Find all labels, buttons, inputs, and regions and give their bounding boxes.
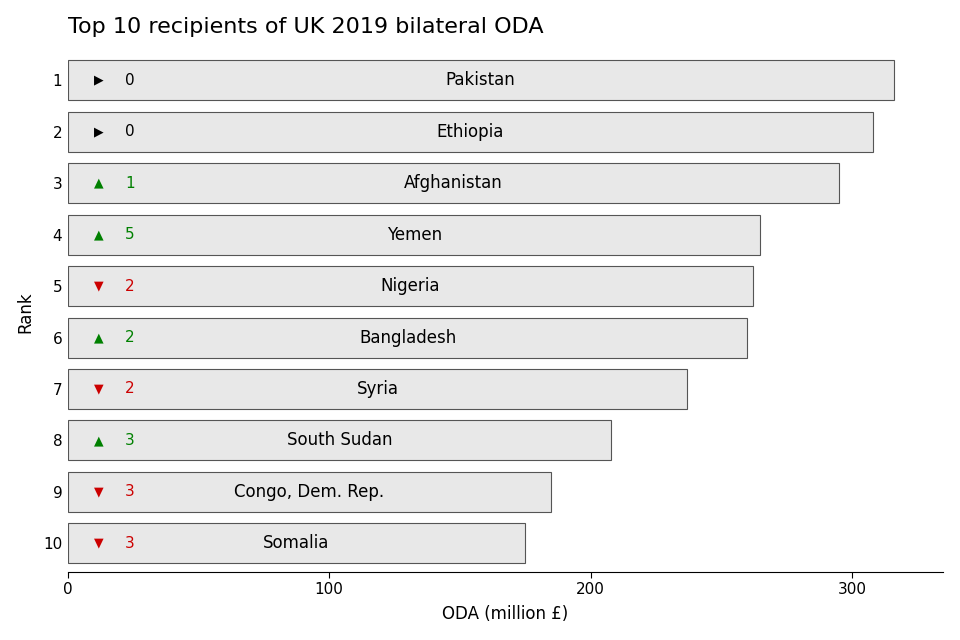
Text: Yemen: Yemen [387,226,442,244]
Bar [68,369,687,409]
Text: 1: 1 [126,176,135,191]
Text: Top 10 recipients of UK 2019 bilateral ODA: Top 10 recipients of UK 2019 bilateral O… [68,17,543,36]
Bar [68,112,873,152]
Y-axis label: Rank: Rank [16,291,35,333]
Text: Nigeria: Nigeria [380,277,440,295]
Text: South Sudan: South Sudan [287,431,393,449]
Text: 0: 0 [126,73,135,88]
Bar [68,266,753,306]
Bar [68,420,612,461]
Text: Congo, Dem. Rep.: Congo, Dem. Rep. [234,483,385,501]
Text: Pakistan: Pakistan [445,72,516,90]
Text: 3: 3 [126,536,135,551]
Text: ▼: ▼ [94,537,104,550]
Text: 3: 3 [126,433,135,448]
Text: 2: 2 [126,330,135,345]
Bar [68,163,839,204]
Text: Afghanistan: Afghanistan [404,174,503,192]
Text: 2: 2 [126,278,135,294]
Text: 2: 2 [126,381,135,397]
Text: Bangladesh: Bangladesh [359,328,456,347]
Bar [68,60,894,100]
Text: Somalia: Somalia [263,534,329,552]
Text: ▲: ▲ [94,177,104,190]
Bar [68,317,747,358]
Text: ▲: ▲ [94,434,104,447]
Text: ▶: ▶ [94,125,104,138]
Bar [68,214,760,255]
Text: 5: 5 [126,227,135,242]
Text: ▲: ▲ [94,228,104,241]
Text: Ethiopia: Ethiopia [437,123,504,141]
Text: ▼: ▼ [94,280,104,292]
Text: ▼: ▼ [94,383,104,396]
Text: 3: 3 [126,484,135,499]
Text: Syria: Syria [356,380,398,398]
Text: ▲: ▲ [94,331,104,344]
Text: 0: 0 [126,124,135,140]
Bar [68,524,525,563]
Bar [68,472,551,512]
Text: ▶: ▶ [94,74,104,87]
Text: ▼: ▼ [94,485,104,499]
X-axis label: ODA (million £): ODA (million £) [443,605,568,623]
